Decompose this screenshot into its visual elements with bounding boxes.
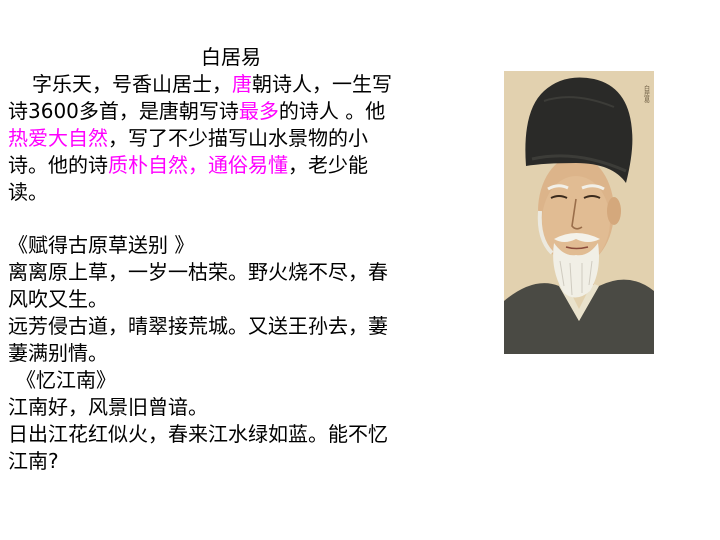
page-title: 白居易 [201,45,261,69]
poem1-title: 《赋得古原草送别 》 [8,233,195,257]
poem1-line: 风吹又生。 [8,287,108,311]
poem1-line: 远芳侵古道，晴翠接荒城。又送王孙去，萋 [8,314,388,338]
intro-line-2: 诗3600多首，是唐朝写诗最多的诗人 。他 [8,99,386,123]
text-block: 白居易 字乐天，号香山居士，唐朝诗人，一生写 诗3600多首，是唐朝写诗最多的诗… [8,44,478,475]
intro-line-3: 热爱大自然，写了不少描写山水景物的小 [8,126,368,150]
intro-line-1: 字乐天，号香山居士，唐朝诗人，一生写 [32,72,392,96]
spacer [8,206,478,232]
bai-juyi-portrait: 白居易 [504,71,654,354]
highlight-nature: 热爱大自然 [8,126,108,150]
highlight-style: 质朴自然，通俗易懂 [108,153,288,177]
poem2-line: 日出江花红似火，春来江水绿如蓝。能不忆 [8,422,388,446]
portrait-illustration: 白居易 [504,71,654,354]
poem1-line: 离离原上草，一岁一枯荣。野火烧不尽，春 [8,260,388,284]
intro-line-5: 读。 [8,180,48,204]
highlight-tang: 唐 [232,72,252,96]
poem1-line: 萋满别情。 [8,341,108,365]
intro-line-4: 诗。他的诗质朴自然，通俗易懂，老少能 [8,153,368,177]
poem2-line: 江南? [8,449,59,473]
poem2-line: 江南好，风景旧曾谙。 [8,395,208,419]
highlight-most: 最多 [238,99,279,123]
poem2-title: 《忆江南》 [16,368,116,392]
portrait-inscription: 白居易 [643,84,650,104]
